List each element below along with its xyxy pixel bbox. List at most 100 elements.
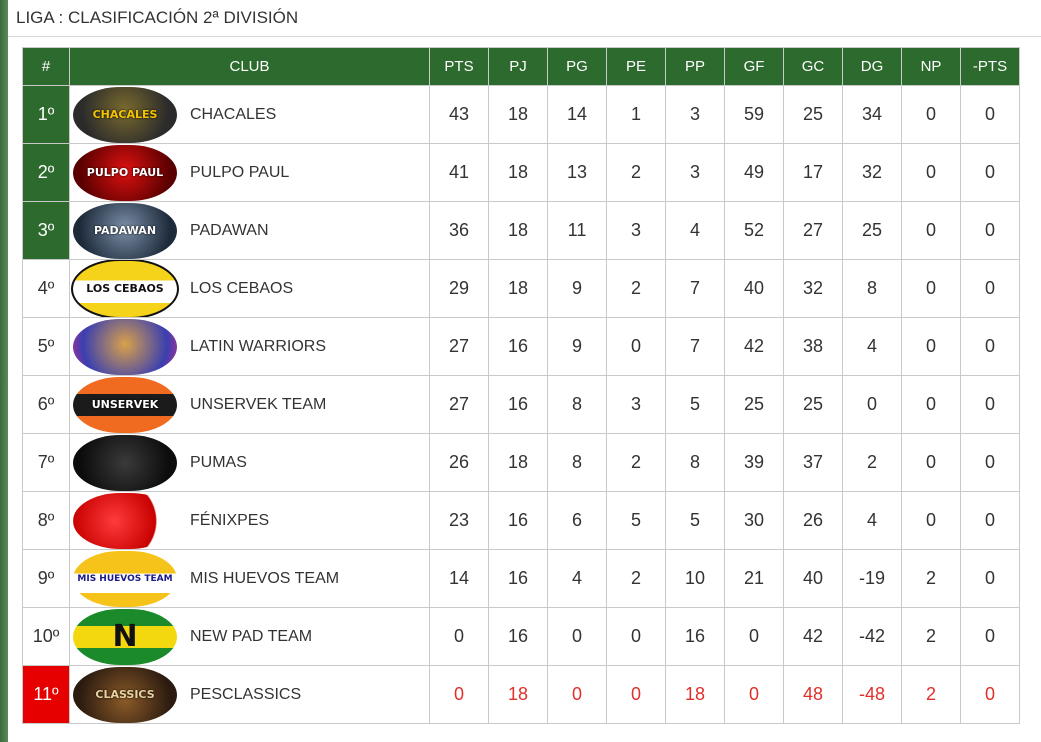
points-cell: 26: [429, 433, 489, 492]
penalty-points-cell: 0: [960, 317, 1020, 376]
goal-difference-cell: 4: [842, 491, 902, 550]
position-cell: 2º: [22, 143, 70, 202]
played-cell: 18: [488, 433, 548, 492]
padawan-logo: PADAWAN: [70, 202, 180, 259]
club-name[interactable]: PULPO PAUL: [190, 163, 290, 181]
club-name[interactable]: LATIN WARRIORS: [190, 337, 327, 355]
lost-cell: 4: [665, 201, 725, 260]
goals-for-cell: 30: [724, 491, 784, 550]
club-name[interactable]: PADAWAN: [190, 221, 269, 239]
header-row: # CLUB PTS PJ PG PE PP GF GC DG NP -PTS: [22, 47, 1020, 86]
np-cell: 2: [901, 665, 961, 724]
unservek-logo: UNSERVEK: [70, 376, 180, 433]
drawn-cell: 2: [606, 259, 666, 318]
column-header-club: CLUB: [69, 47, 430, 86]
goals-for-cell: 0: [724, 665, 784, 724]
points-cell: 27: [429, 375, 489, 434]
table-row[interactable]: 1º CHACALES CHACALES 43 18 14 1 3 59 25 34 0 0: [22, 85, 1020, 144]
table-row[interactable]: 5º LATIN WARRIORS 27 16 9 0 7 42 38 4 0 0: [22, 317, 1020, 376]
table-row[interactable]: 8º FÉNIXPES 23 16 6 5 5 30 26 4 0 0: [22, 491, 1020, 550]
club-name[interactable]: FÉNIXPES: [190, 511, 270, 529]
logo-emblem: CHACALES: [73, 86, 177, 143]
won-cell: 4: [547, 549, 607, 608]
logo-emblem: UNSERVEK: [73, 376, 177, 433]
new-pad-logo: N: [70, 608, 180, 665]
mis-huevos-logo: MIS HUEVOS TEAM: [70, 550, 180, 607]
table-row[interactable]: 9º MIS HUEVOS TEAM MIS HUEVOS TEAM 14 16 4 2 10…: [22, 549, 1020, 608]
drawn-cell: 3: [606, 375, 666, 434]
goal-difference-cell: 4: [842, 317, 902, 376]
goal-difference-cell: -19: [842, 549, 902, 608]
penalty-points-cell: 0: [960, 607, 1020, 666]
played-cell: 16: [488, 607, 548, 666]
played-cell: 16: [488, 549, 548, 608]
club-cell[interactable]: PUMAS: [69, 433, 430, 492]
points-cell: 27: [429, 317, 489, 376]
club-cell[interactable]: LATIN WARRIORS: [69, 317, 430, 376]
club-name[interactable]: UNSERVEK TEAM: [190, 395, 327, 413]
title-bar: LIGA : CLASIFICACIÓN 2ª DIVISIÓN: [8, 0, 1041, 37]
goals-for-cell: 39: [724, 433, 784, 492]
logo-emblem: [73, 492, 177, 549]
club-cell[interactable]: PULPO PAUL PULPO PAUL: [69, 143, 430, 202]
page-title: LIGA : CLASIFICACIÓN 2ª DIVISIÓN: [16, 8, 299, 27]
goals-for-cell: 49: [724, 143, 784, 202]
np-cell: 0: [901, 201, 961, 260]
table-row[interactable]: 11º CLASSICS PESCLASSICS 0 18 0 0 18 0 48 -48 2 0: [22, 665, 1020, 724]
club-cell[interactable]: CLASSICS PESCLASSICS: [69, 665, 430, 724]
table-row[interactable]: 3º PADAWAN PADAWAN 36 18 11 3 4 52 27 25 0 0: [22, 201, 1020, 260]
club-name[interactable]: LOS CEBAOS: [190, 279, 294, 297]
np-cell: 0: [901, 85, 961, 144]
table-row[interactable]: 6º UNSERVEK UNSERVEK TEAM 27 16 8 3 5 25 25 0 0 0: [22, 375, 1020, 434]
club-cell[interactable]: PADAWAN PADAWAN: [69, 201, 430, 260]
club-name[interactable]: PUMAS: [190, 453, 247, 471]
goal-difference-cell: 25: [842, 201, 902, 260]
position-cell: 8º: [22, 491, 70, 550]
club-cell[interactable]: N NEW PAD TEAM: [69, 607, 430, 666]
club-name[interactable]: PESCLASSICS: [190, 685, 302, 703]
goals-for-cell: 25: [724, 375, 784, 434]
goal-difference-cell: -42: [842, 607, 902, 666]
np-cell: 0: [901, 433, 961, 492]
goals-for-cell: 42: [724, 317, 784, 376]
played-cell: 18: [488, 201, 548, 260]
played-cell: 18: [488, 85, 548, 144]
penalty-points-cell: 0: [960, 85, 1020, 144]
drawn-cell: 2: [606, 549, 666, 608]
club-cell[interactable]: FÉNIXPES: [69, 491, 430, 550]
goals-against-cell: 17: [783, 143, 843, 202]
club-name[interactable]: CHACALES: [190, 105, 277, 123]
won-cell: 13: [547, 143, 607, 202]
chacales-logo: CHACALES: [70, 86, 180, 143]
position-cell: 11º: [22, 665, 70, 724]
np-cell: 2: [901, 549, 961, 608]
club-cell[interactable]: LOS CEBAOS LOS CEBAOS: [69, 259, 430, 318]
club-name[interactable]: MIS HUEVOS TEAM: [190, 569, 340, 587]
lost-cell: 10: [665, 549, 725, 608]
table-row[interactable]: 7º PUMAS 26 18 8 2 8 39 37 2 0 0: [22, 433, 1020, 492]
table-row[interactable]: 2º PULPO PAUL PULPO PAUL 41 18 13 2 3 49 17 32 0 0: [22, 143, 1020, 202]
logo-emblem: [73, 318, 177, 375]
position-cell: 9º: [22, 549, 70, 608]
np-cell: 0: [901, 491, 961, 550]
table-row[interactable]: 4º LOS CEBAOS LOS CEBAOS 29 18 9 2 7 40 32 8 0 0: [22, 259, 1020, 318]
table-row[interactable]: 10º N NEW PAD TEAM 0 16 0 0 16 0 42 -42 2 0: [22, 607, 1020, 666]
club-name[interactable]: NEW PAD TEAM: [190, 627, 313, 645]
goal-difference-cell: 2: [842, 433, 902, 492]
logo-emblem: N: [73, 608, 177, 665]
position-cell: 7º: [22, 433, 70, 492]
goal-difference-cell: -48: [842, 665, 902, 724]
column-header-points: PTS: [429, 47, 489, 86]
club-cell[interactable]: CHACALES CHACALES: [69, 85, 430, 144]
lost-cell: 18: [665, 665, 725, 724]
pesclassics-logo: CLASSICS: [70, 666, 180, 723]
goals-against-cell: 32: [783, 259, 843, 318]
club-cell[interactable]: UNSERVEK UNSERVEK TEAM: [69, 375, 430, 434]
goals-against-cell: 37: [783, 433, 843, 492]
lost-cell: 7: [665, 259, 725, 318]
club-cell[interactable]: MIS HUEVOS TEAM MIS HUEVOS TEAM: [69, 549, 430, 608]
penalty-points-cell: 0: [960, 259, 1020, 318]
won-cell: 6: [547, 491, 607, 550]
lost-cell: 16: [665, 607, 725, 666]
pumas-logo: [70, 434, 180, 491]
